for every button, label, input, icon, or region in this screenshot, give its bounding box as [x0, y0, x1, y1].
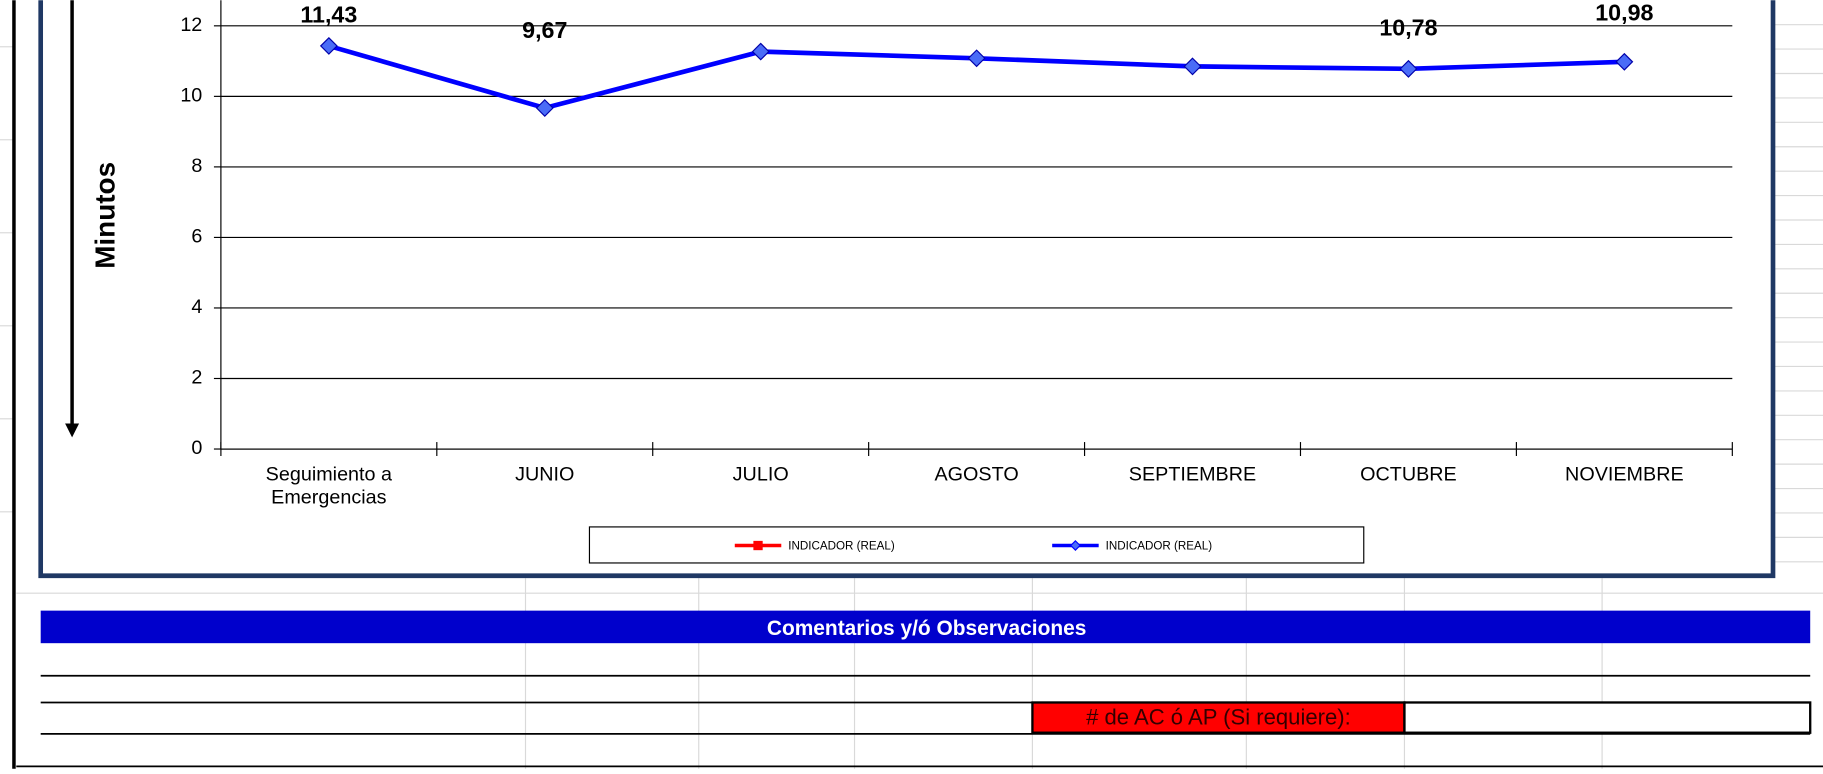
x-tick-label-box: JUNIO	[515, 462, 575, 486]
x-tick-label: JULIO	[732, 462, 789, 486]
x-tick-label-box: JULIO	[732, 462, 789, 486]
y-tick-label: 4	[191, 296, 202, 318]
legend-label: INDICADOR (REAL)	[788, 540, 895, 553]
x-tick-label: SEPTIEMBRE	[1128, 462, 1257, 486]
data-label: 9,67	[522, 17, 567, 43]
data-label: 11,43	[300, 2, 357, 28]
x-tick-label: AGOSTO	[934, 462, 1019, 486]
sheet-grid	[0, 24, 1823, 769]
y-axis-label: Minutos	[89, 162, 120, 269]
comments-header: Comentarios y/ó Observaciones	[767, 617, 1087, 640]
point-marker	[1183, 57, 1202, 76]
x-tick-label: Seguimiento a Emergencias	[265, 462, 393, 509]
legend-marker	[1069, 540, 1081, 551]
point-marker	[967, 49, 986, 68]
ac-input-cell	[1403, 701, 1812, 734]
y-tick-label: 2	[191, 367, 202, 389]
legend-label: INDICADOR (REAL)	[1106, 540, 1213, 553]
y-tick-label: 10	[180, 85, 202, 107]
y-tick-label: 0	[191, 437, 202, 459]
comments-header-bar	[40, 610, 1811, 644]
x-tick-label: OCTUBRE	[1360, 462, 1457, 486]
y-tick-label: 6	[191, 226, 202, 248]
x-tick-label-box: OCTUBRE	[1360, 462, 1457, 486]
chart-frame	[38, 0, 1776, 579]
x-tick-label-box: SEPTIEMBRE	[1128, 462, 1257, 486]
y-tick-label: 8	[191, 155, 202, 177]
axis-arrowhead	[65, 423, 80, 438]
y-tick-label: 12	[180, 14, 202, 36]
point-marker	[1615, 52, 1634, 71]
x-tick-label-box: AGOSTO	[934, 462, 1019, 486]
legend-marker	[753, 540, 763, 551]
x-tick-label-box: Seguimiento a Emergencias	[265, 462, 393, 509]
legend	[588, 526, 1365, 564]
x-tick-label: NOVIEMBRE	[1565, 462, 1684, 486]
ac-label: # de AC ó AP (Si requiere):	[1086, 705, 1351, 730]
data-label: 10,78	[1379, 14, 1437, 40]
point-marker	[751, 42, 770, 61]
data-label: 10,98	[1595, 0, 1653, 25]
point-marker	[319, 36, 338, 55]
x-tick-label-box: NOVIEMBRE	[1565, 462, 1684, 486]
point-marker	[1399, 59, 1418, 78]
point-marker	[535, 99, 554, 117]
x-tick-label: JUNIO	[515, 462, 575, 486]
